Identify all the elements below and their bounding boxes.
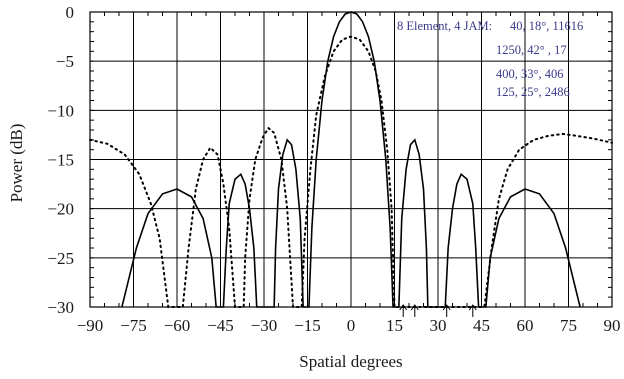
x-tick-label: 15 (386, 316, 403, 335)
y-tick-label: −5 (56, 52, 74, 71)
y-tick-label: −20 (47, 200, 74, 219)
y-tick-label: −15 (47, 151, 74, 170)
y-tick-label: −30 (47, 298, 74, 317)
y-tick-label: −10 (47, 101, 74, 120)
annotation-line-1: 40, 18°, 11616 (510, 19, 583, 33)
annotation-line-3: 400, 33°, 406 (496, 67, 564, 81)
x-tick-label: −60 (164, 316, 191, 335)
x-tick-label: 45 (473, 316, 490, 335)
x-tick-labels: −90 −75 −60 −45 −30 −15 0 15 30 45 60 75 90 (77, 316, 621, 335)
x-tick-label: −75 (120, 316, 147, 335)
x-tick-label: −15 (294, 316, 321, 335)
x-tick-label: 75 (560, 316, 577, 335)
x-tick-label: 30 (430, 316, 447, 335)
y-tick-label: −25 (47, 249, 74, 268)
x-tick-label: 90 (604, 316, 621, 335)
x-tick-label: −90 (77, 316, 104, 335)
y-tick-label: 0 (66, 3, 75, 22)
annotation-line-2: 1250, 42° , 17 (496, 43, 567, 57)
annotation-line-4: 125, 25°, 2486 (496, 85, 570, 99)
x-tick-label: 0 (347, 316, 356, 335)
x-axis-title: Spatial degrees (299, 352, 402, 371)
annotation-box: 8 Element, 4 JAM: 40, 18°, 11616 1250, 4… (397, 19, 583, 99)
plot-frame (89, 11, 613, 308)
x-tick-label: −45 (207, 316, 234, 335)
y-tick-labels: 0 −5 −10 −15 −20 −25 −30 (47, 3, 74, 317)
x-tick-label: −30 (251, 316, 278, 335)
plot-border (89, 11, 613, 308)
x-tick-label: 60 (517, 316, 534, 335)
y-axis-title: Power (dB) (7, 124, 26, 203)
annotation-legend: 8 Element, 4 JAM: (397, 19, 492, 33)
